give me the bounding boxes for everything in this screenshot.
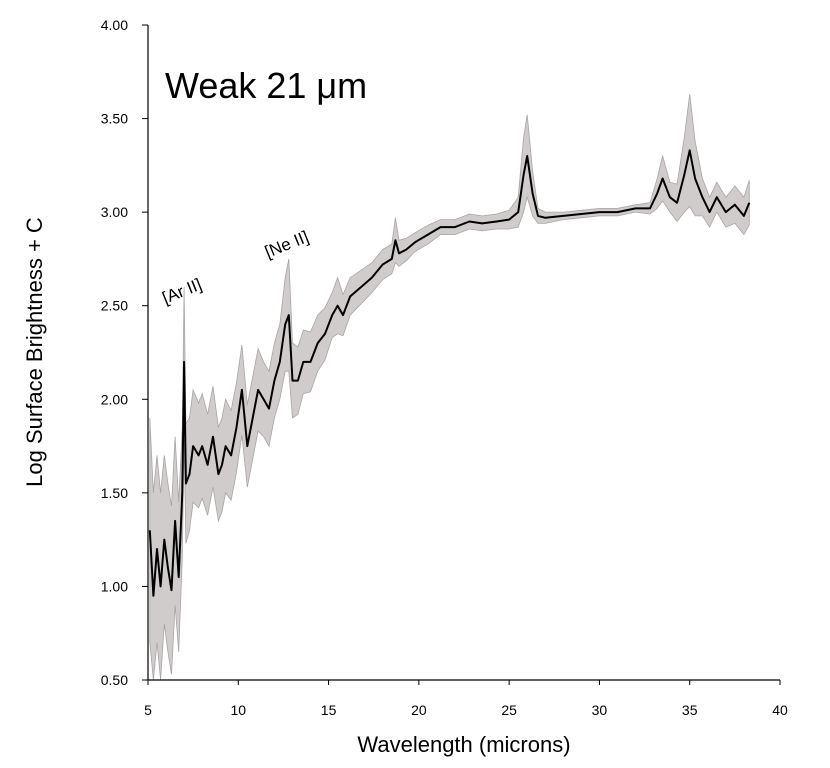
spectrum-line-layer xyxy=(148,149,751,597)
y-tick-label: 2.50 xyxy=(101,298,128,314)
x-tick-label: 40 xyxy=(772,702,788,718)
y-tick-label: 3.00 xyxy=(101,204,128,220)
x-axis-title: Wavelength (microns) xyxy=(357,732,570,757)
chart-title: Weak 21 μm xyxy=(165,65,367,106)
y-tick-label: 1.00 xyxy=(101,578,128,594)
x-tick-label: 5 xyxy=(144,702,152,718)
y-ticks: 0.50 1.00 1.50 2.00 2.50 3.00 3.50 4.00 xyxy=(101,17,148,688)
line-annotation: [Ar II] xyxy=(160,275,205,308)
spectrum-line xyxy=(148,149,751,597)
y-tick-label: 4.00 xyxy=(101,17,128,33)
x-tick-label: 20 xyxy=(411,702,427,718)
y-tick-label: 2.00 xyxy=(101,391,128,407)
y-axis-title: Log Surface Brightness + C xyxy=(22,217,47,487)
x-tick-label: 15 xyxy=(321,702,337,718)
x-ticks: 5 10 15 20 25 30 35 40 xyxy=(144,680,788,718)
axes xyxy=(147,25,780,681)
x-tick-label: 30 xyxy=(592,702,608,718)
y-tick-label: 3.50 xyxy=(101,111,128,127)
x-tick-label: 10 xyxy=(230,702,246,718)
x-tick-label: 25 xyxy=(501,702,517,718)
y-tick-label: 0.50 xyxy=(101,672,128,688)
y-tick-label: 1.50 xyxy=(101,485,128,501)
x-tick-label: 35 xyxy=(682,702,698,718)
line-annotation: [Ne II] xyxy=(262,227,311,262)
uncertainty-band-layer xyxy=(149,94,750,681)
uncertainty-band xyxy=(149,94,750,681)
